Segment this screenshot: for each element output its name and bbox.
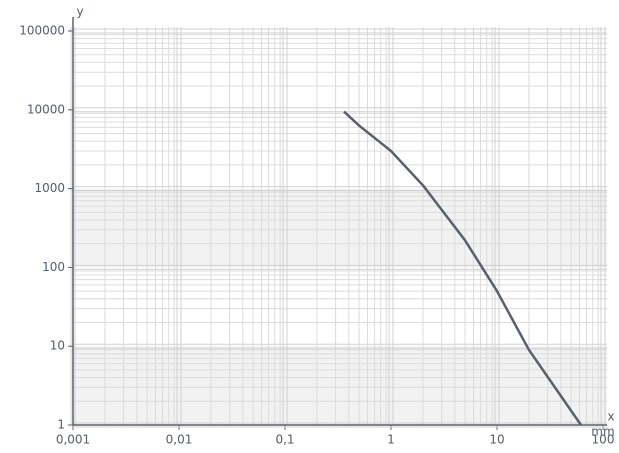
y-tick-label: 100000 (19, 24, 65, 38)
x-tick-label: 10 (489, 433, 504, 447)
data-line (343, 110, 583, 426)
shaded-band (73, 346, 607, 425)
x-tick-label: 0,01 (166, 433, 193, 447)
y-tick-label: 1000 (34, 181, 65, 195)
shaded-band (73, 188, 607, 268)
y-tick-label: 10 (50, 339, 65, 353)
x-tick-label: 100 (592, 433, 615, 447)
x-tick-label: 0,001 (56, 433, 90, 447)
y-axis-label: y (76, 5, 83, 19)
y-tick-label: 100 (42, 260, 65, 274)
x-axis-label: x (607, 410, 614, 424)
x-axis-unit: mm (591, 425, 614, 439)
y-tick-label: 1 (57, 418, 65, 432)
x-tick-label: 1 (387, 433, 395, 447)
y-tick-label: 10000 (27, 102, 65, 116)
x-tick-label: 0,1 (275, 433, 294, 447)
